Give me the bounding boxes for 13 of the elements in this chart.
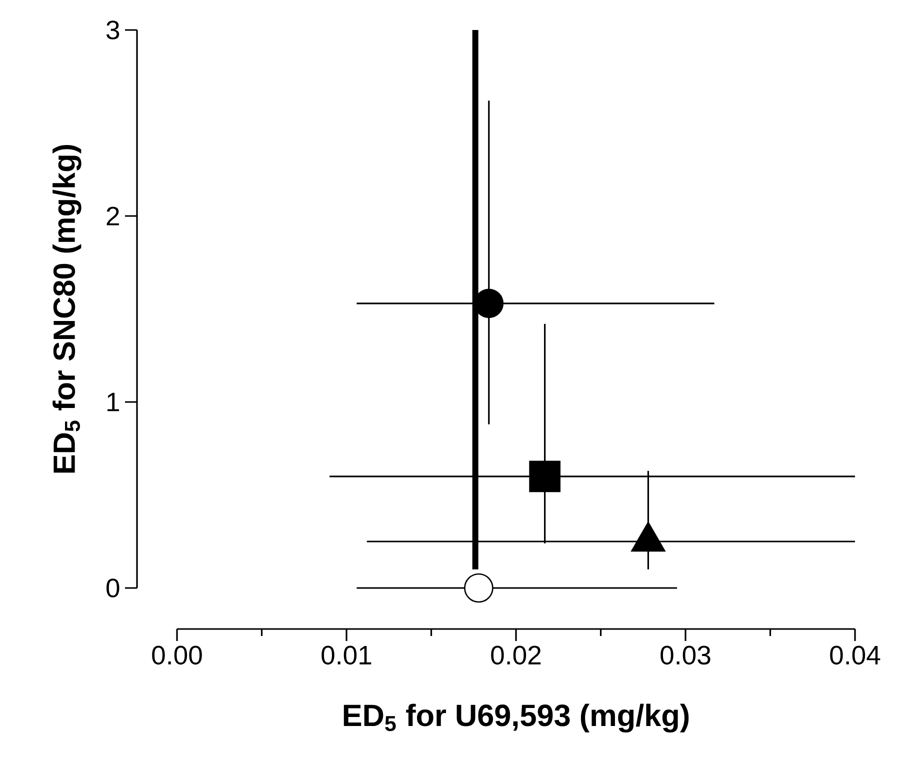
y-axis-title: ED$_{5}$ for SNC80 (mg/kg) xyxy=(52,144,82,473)
x-tick-label: 0.02 xyxy=(491,646,541,665)
y-tick-label: 2 xyxy=(106,206,119,226)
x-tick-label: 0.00 xyxy=(152,646,202,665)
y-tick-label: 3 xyxy=(106,20,120,40)
x-tick-label: 0.03 xyxy=(660,646,710,665)
y-tick-label: 1 xyxy=(107,392,119,412)
x-tick-label: 0.04 xyxy=(830,646,880,665)
y-tick-label: 0 xyxy=(106,578,120,598)
x-tick-label: 0.01 xyxy=(322,646,372,665)
x-axis-title: ED$_{5}$ for U69,593 (mg/kg) xyxy=(344,704,689,732)
point xyxy=(464,573,494,603)
point xyxy=(529,460,560,492)
